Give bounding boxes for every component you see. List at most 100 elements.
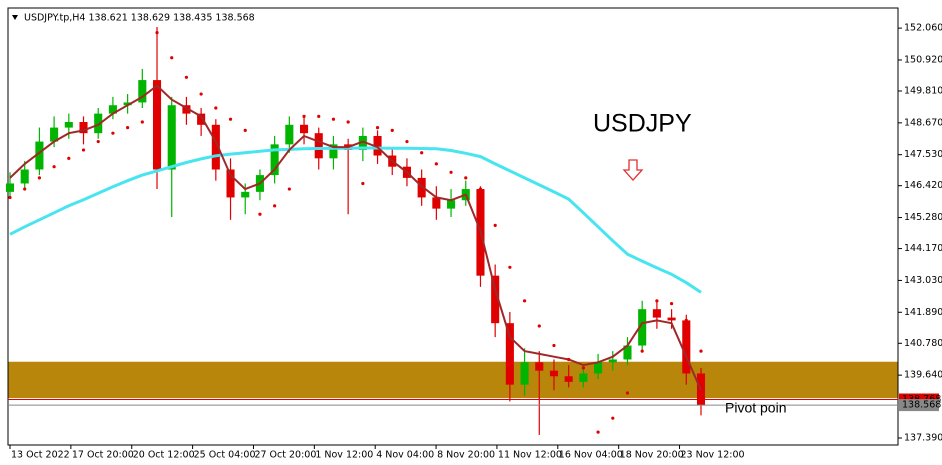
sar-dot: [522, 299, 527, 303]
sar-dot: [552, 343, 556, 348]
y-tick-label: 146.420: [904, 180, 942, 191]
sar-dot: [464, 176, 468, 180]
sar-dot: [684, 318, 688, 322]
candle-body: [35, 141, 44, 170]
sar-dot: [375, 125, 380, 130]
candle-body: [579, 373, 588, 382]
sar-dot: [640, 349, 644, 353]
candle-body: [226, 169, 235, 198]
sar-dot: [199, 92, 203, 96]
sar-dot: [140, 120, 144, 124]
y-tick-label: 139.640: [904, 370, 942, 381]
x-tick-label: 8 Nov 20:00: [437, 450, 495, 461]
x-tick-label: 11 Nov 12:00: [498, 450, 562, 461]
y-tick-label: 143.030: [904, 275, 942, 286]
x-tick-label: 1 Nov 12:00: [315, 450, 373, 461]
sar-dot: [434, 162, 438, 166]
candle-body: [270, 144, 279, 176]
sar-dot: [449, 170, 453, 174]
y-tick-label: 150.920: [904, 54, 942, 65]
plot-frame: [7, 7, 899, 446]
candle-body: [623, 345, 632, 360]
x-tick-label: 16 Nov 04:00: [559, 450, 623, 461]
sar-dot: [625, 391, 630, 395]
sar-dot: [567, 357, 571, 362]
indicator-line: [9, 84, 702, 391]
sar-dot: [155, 30, 159, 35]
candle-body: [299, 124, 309, 134]
sar-dot: [228, 117, 233, 121]
sar-dot: [581, 366, 585, 370]
x-tick-label: 20 Oct 12:00: [133, 450, 195, 461]
candle-body: [94, 113, 103, 134]
sar-dot: [302, 114, 306, 119]
sar-dot: [537, 324, 541, 328]
support-zone: [8, 361, 898, 399]
sar-dot: [170, 56, 174, 60]
candle-body: [358, 135, 367, 150]
candle-body: [564, 376, 573, 382]
down-arrow: [622, 159, 644, 181]
sar-dot: [37, 176, 42, 180]
candle-body: [652, 309, 661, 318]
price-badge: [899, 399, 939, 412]
y-tick-label: 149.810: [904, 85, 942, 96]
candle-body: [505, 323, 514, 385]
sar-dot: [346, 120, 350, 124]
sar-dot: [361, 181, 365, 186]
sar-dot: [111, 131, 115, 135]
sar-dot: [611, 416, 615, 420]
candle-body: [373, 135, 382, 156]
y-tick-label: 152.060: [904, 23, 942, 34]
price-badge-label: 138.568: [902, 400, 941, 411]
x-tick-label: 4 Nov 04:00: [376, 450, 434, 461]
sar-dot: [126, 125, 130, 130]
candle-body: [167, 105, 176, 170]
sar-dot: [258, 212, 262, 216]
candle-body: [594, 362, 603, 374]
candle-body: [447, 200, 456, 209]
candle-body: [285, 124, 294, 145]
sar-dot: [23, 187, 27, 191]
x-tick-label: 25 Oct 04:00: [194, 450, 256, 461]
candle-body: [535, 362, 544, 371]
y-tick-label: 137.390: [904, 433, 942, 444]
candle-body: [50, 127, 59, 142]
candle-body: [682, 320, 691, 374]
candle-body: [211, 124, 220, 170]
candle-body: [638, 309, 647, 346]
sar-dot: [699, 349, 703, 353]
candle-body: [64, 122, 73, 128]
sar-dot: [508, 265, 512, 269]
sar-dot: [81, 148, 86, 152]
candle-body: [520, 362, 529, 385]
candle-body: [667, 317, 676, 321]
sar-dot: [405, 139, 409, 144]
candle-body: [241, 191, 250, 198]
candle-body: [138, 80, 147, 103]
candle-body: [79, 122, 88, 134]
sar-dot: [669, 302, 674, 306]
sar-dot: [8, 195, 12, 200]
candle-body: [491, 275, 500, 324]
x-tick-label: 23 Nov 12:00: [681, 450, 745, 461]
candle-body: [329, 144, 338, 159]
sar-dot: [655, 299, 659, 303]
candle-body: [197, 113, 206, 125]
x-tick-label: 18 Nov 20:00: [620, 450, 684, 461]
candle-body: [182, 105, 191, 114]
sar-dot: [96, 139, 100, 144]
candle-body: [123, 102, 132, 106]
x-tick-label: 27 Oct 20:00: [254, 450, 316, 461]
sar-dot: [243, 128, 247, 132]
y-tick-label: 148.670: [904, 117, 942, 128]
candle-body: [432, 197, 441, 209]
sar-dot: [596, 430, 600, 434]
y-tick-label: 140.780: [904, 338, 942, 349]
sar-dot: [273, 204, 277, 208]
y-tick-label: 147.530: [904, 149, 942, 160]
x-tick-label: 17 Oct 20:00: [72, 450, 134, 461]
sar-dot: [493, 223, 497, 227]
sar-dot: [478, 187, 483, 191]
